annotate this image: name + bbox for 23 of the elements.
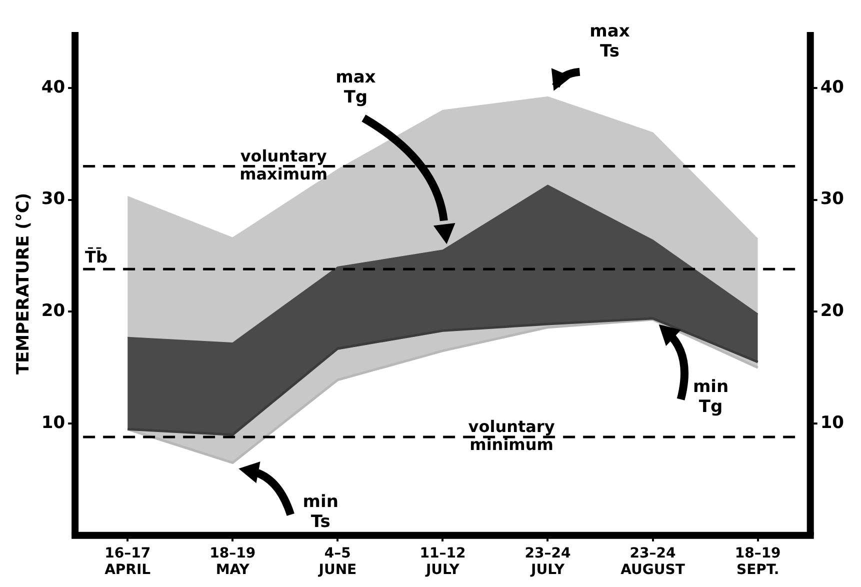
y-tick-label: 30 [41,189,66,210]
x-tick-label: 4–5 JUNE [318,545,357,578]
series-label: min Tg [692,376,729,417]
ref-line-label: voluntary minimum [468,417,556,454]
y2-tick-label: 40 [820,77,844,98]
y-tick-label: 10 [41,412,66,433]
y2-tick-label: 30 [820,189,844,210]
y2-tick-label: 10 [820,412,844,433]
text: min Ts [302,492,338,532]
x-tick-label: 23–24 AUGUST [620,545,686,578]
y2-tick-label: 20 [820,301,844,322]
x-tick-label: 18–19 MAY [210,545,256,578]
x-tick-label: 16–17 APRIL [104,545,151,578]
text: max Tg [336,68,376,108]
y-axis-title: TEMPERATURE (°C) [14,192,34,375]
y-tick-label: 40 [41,77,66,98]
text: max Ts [590,21,630,62]
ref-line-label: T̄b̄ [85,246,108,266]
x-tick-label: 11–12 JULY [420,545,466,578]
ref-line-label: voluntary maximum [240,146,328,184]
x-tick-label: 18–19 SEPT. [734,545,781,578]
y-tick-label: 20 [41,301,66,322]
x-tick-label: 23–24 JULY [524,545,571,578]
